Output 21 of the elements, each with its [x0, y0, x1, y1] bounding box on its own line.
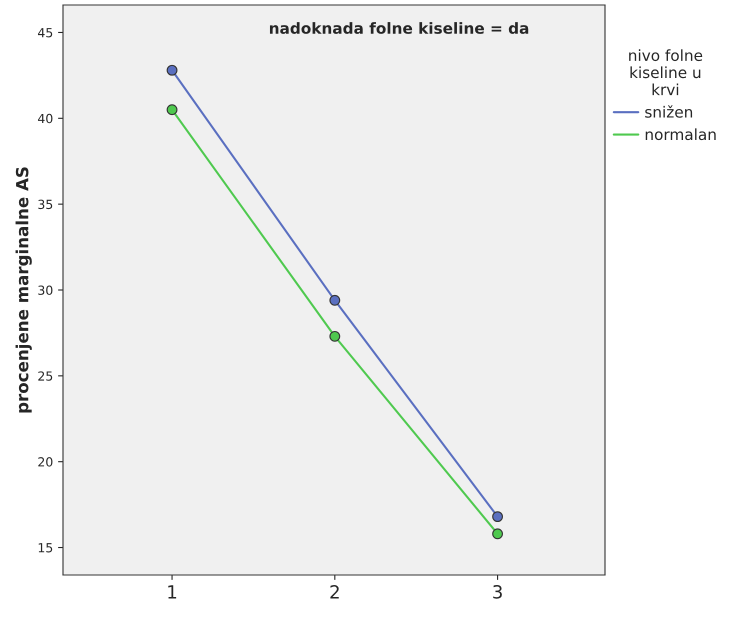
y-axis-title: procenjene marginalne AS [16, 167, 32, 413]
y-tick-label: 15 [38, 543, 52, 552]
x-tick-label: 1 [168, 585, 176, 598]
x-tick-label: 2 [330, 585, 339, 598]
point [492, 528, 503, 540]
x-tick-label: 3 [493, 585, 502, 599]
y-tick-label: 35 [38, 200, 52, 210]
legend-label: snižen [645, 105, 692, 118]
point [166, 64, 178, 76]
point [166, 104, 178, 116]
legend-label: normalan [646, 128, 716, 140]
point [492, 511, 503, 522]
legend-title: nivo folne kiseline u krvi [629, 49, 702, 96]
y-tick-label: 45 [38, 28, 52, 38]
y-tick-label: 40 [38, 114, 52, 124]
point [329, 330, 340, 342]
text: nadoknada folne kiseline = da [270, 22, 528, 34]
point [329, 294, 340, 306]
y-tick-label: 25 [38, 371, 52, 381]
y-tick-label: 30 [38, 285, 52, 295]
y-tick-label: 20 [38, 457, 52, 467]
